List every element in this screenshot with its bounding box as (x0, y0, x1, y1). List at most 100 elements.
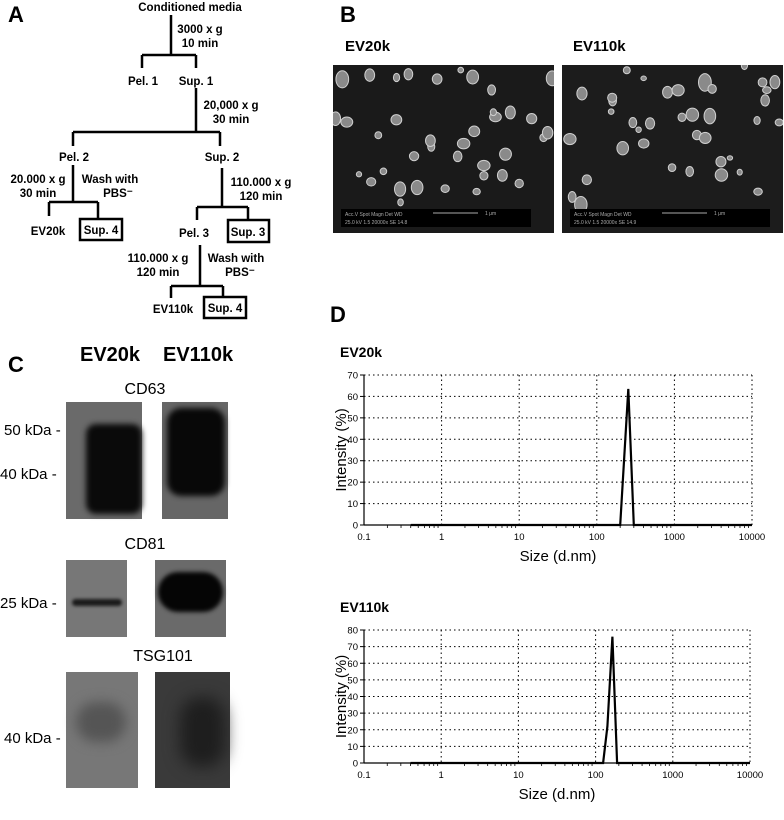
sem-label-ev20k: EV20k (345, 38, 391, 55)
vesicle-particle (425, 134, 436, 148)
y-tick-label: 70 (347, 642, 358, 653)
pel2-node: Pel. 2 (59, 152, 89, 164)
panel-label-b: B (340, 2, 356, 27)
vesicle-particle (757, 77, 768, 88)
x-tick-label: 1 (439, 532, 444, 543)
sem-info-values: 25.0 kV 1.5 20000x SE 14.9 (574, 220, 636, 226)
mw-marker-label: 50 kDa (4, 422, 52, 439)
vesicle-particle (340, 116, 354, 128)
vesicle-particle (607, 108, 615, 115)
vesicle-particle (431, 73, 443, 85)
vesicle-particle (468, 125, 481, 138)
x-tick-label: 10000 (739, 532, 765, 543)
y-tick-label: 60 (347, 392, 358, 403)
mw-marker-40kda: 40 kDa - (0, 466, 57, 483)
panel-label-c: C (8, 352, 24, 377)
vesicle-particle (726, 155, 734, 161)
x-tick-label: 10 (513, 770, 524, 781)
x-tick-label: 10 (514, 532, 525, 543)
vesicle-particle (466, 69, 480, 85)
size-distribution-line (410, 636, 750, 765)
y-tick-label: 80 (347, 626, 358, 637)
vesicle-particle (644, 117, 656, 130)
vesicle-particle (545, 70, 554, 87)
vesicle-particle (393, 181, 407, 197)
vesicle-particle (355, 171, 363, 178)
vesicle-particle (514, 178, 524, 189)
pel3-wash-1: Wash with (208, 253, 264, 265)
vesicle-particle (736, 168, 743, 176)
x-tick-label: 1 (439, 770, 444, 781)
vesicle-particle (374, 131, 383, 140)
centrifugation-flowchart: Conditioned media 3000 x g 10 min Pel. 1… (11, 2, 292, 320)
vesicle-particle (479, 171, 489, 181)
vesicle-particle (707, 83, 717, 94)
vesicle-particle (640, 75, 647, 82)
sup4-box-2 (202, 295, 248, 320)
sup2-speed: 110.000 x g (231, 177, 292, 189)
mw-marker-label: 25 kDa (0, 595, 48, 612)
pel2-time: 30 min (20, 188, 56, 200)
vesicle-particle (333, 111, 342, 127)
vesicle-particle (499, 147, 512, 161)
sem-info-values: 25.0 kV 1.5 20000x SE 14.8 (345, 220, 407, 226)
vesicle-particle (685, 107, 700, 122)
y-tick-label: 0 (353, 521, 358, 532)
x-tick-label: 1000 (662, 770, 683, 781)
vesicle-particle (740, 65, 749, 71)
pel2-wash-1: Wash with (82, 174, 138, 186)
vesicle-particle (526, 113, 538, 125)
blot-label-cd63: CD63 (124, 381, 166, 398)
y-tick-label: 60 (347, 659, 358, 670)
vesicle-particle (774, 118, 783, 127)
y-tick-label: 40 (347, 435, 358, 446)
x-tick-label: 1000 (664, 532, 685, 543)
blot-tsg101-ev110k (155, 672, 230, 788)
vesicle-particle (397, 198, 404, 207)
blot-cd81-ev20k (66, 560, 127, 637)
ev20k-node: EV20k (31, 226, 66, 238)
step2-time: 30 min (213, 114, 249, 126)
y-tick-label: 70 (347, 371, 358, 382)
scale-bar-label: 1 μm (485, 211, 496, 217)
vesicle-particle (379, 167, 388, 176)
x-tick-label: 0.1 (357, 532, 370, 543)
flowchart-lines (47, 15, 250, 298)
sem-image-ev20k: Acc.V Spot Magn Det WD 25.0 kV 1.5 20000… (333, 65, 554, 233)
vesicle-particle (685, 165, 695, 177)
vesicle-particle (390, 114, 403, 126)
sem-info-header: Acc.V Spot Magn Det WD (574, 212, 632, 218)
vesicle-particle (457, 66, 465, 74)
vesicle-particle (504, 105, 516, 120)
sup3-node: Sup. 3 (231, 227, 266, 239)
x-tick-label: 10000 (737, 770, 763, 781)
blot-label-tsg101: TSG101 (133, 648, 193, 665)
y-tick-label: 40 (347, 692, 358, 703)
sem-info-header: Acc.V Spot Magn Det WD (345, 212, 403, 218)
vesicle-particle (392, 72, 401, 83)
vesicle-particle (335, 70, 350, 89)
scale-bar-label: 1 μm (714, 211, 725, 217)
sup4-box-1 (78, 217, 124, 242)
vesicle-particle (410, 179, 424, 196)
blot-cd63-ev20k (66, 402, 142, 519)
sup3-box (226, 218, 271, 244)
vesicle-particle (366, 177, 377, 187)
pel3-time: 120 min (137, 267, 180, 279)
vesicle-particle (403, 68, 414, 81)
y-tick-label: 30 (347, 709, 358, 720)
panel-label-a: A (8, 2, 24, 27)
vesicle-particle (567, 191, 577, 203)
vesicle-particle (408, 151, 420, 162)
vesicle-particle (760, 94, 770, 107)
y-tick-label: 10 (347, 742, 358, 753)
vesicle-particle (762, 86, 772, 95)
vesicle-particle (607, 92, 618, 103)
vesicle-particle (753, 187, 763, 196)
vesicle-particle (563, 133, 577, 146)
sup4-node-2: Sup. 4 (208, 303, 243, 315)
dls-chart-ev110k: EV110k 0 10 20 30 40 50 60 70 80 0.1 1 10 100 1000 1000… (333, 599, 763, 803)
mw-marker-40kda-tsg: 40 kDa - (4, 730, 61, 747)
y-tick-label: 50 (347, 413, 358, 424)
